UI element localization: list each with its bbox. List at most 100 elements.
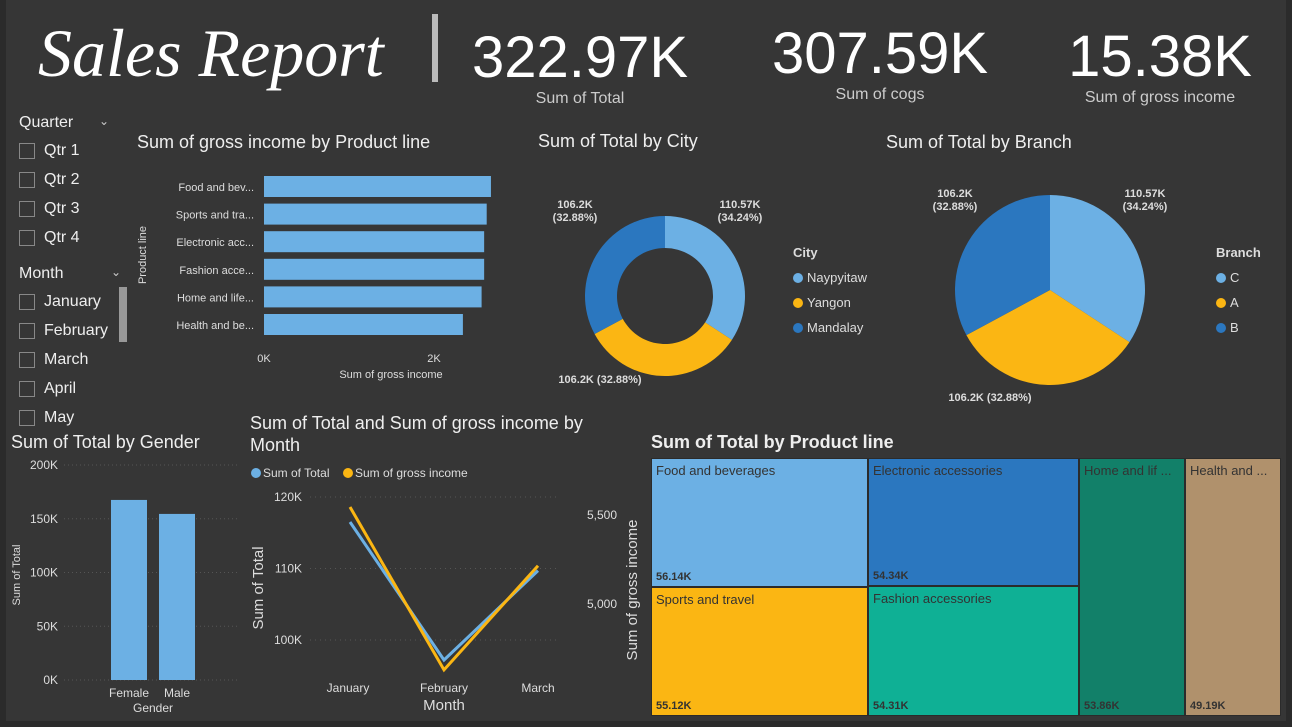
y2-tick-label: 5,000 — [587, 597, 617, 611]
x-tick-label: Male — [164, 686, 190, 700]
data-label: (32.88%) — [553, 212, 598, 224]
data-label: 106.2K — [937, 188, 973, 200]
chevron-down-icon[interactable]: ⌄ — [110, 265, 121, 279]
pie-slice — [665, 216, 745, 340]
tile-label: Health and ... — [1190, 463, 1268, 478]
legend-marker — [793, 273, 803, 283]
tile-label: Home and lif ... — [1084, 463, 1172, 478]
legend-label: C — [1230, 270, 1239, 285]
legend-label: Mandalay — [807, 320, 864, 335]
y-tick-label: 0K — [43, 673, 58, 687]
legend-label: B — [1230, 320, 1239, 335]
quarter-slicer: Quarter ⌄ Qtr 1 Qtr 2 Qtr 3 Qtr 4 — [19, 114, 109, 252]
legend-marker — [343, 468, 353, 478]
y-axis-label: Sum of Total — [250, 546, 267, 629]
treemap-tile[interactable]: Food and beverages 56.14K — [651, 458, 868, 587]
slicer-title: Month — [19, 265, 64, 282]
legend-marker — [1216, 273, 1226, 283]
category-label: Sports and tra... — [176, 210, 254, 222]
legend-label: Sum of gross income — [355, 466, 468, 480]
series-line — [348, 521, 540, 663]
slicer-item-label: Qtr 4 — [44, 228, 80, 246]
checkbox[interactable] — [19, 142, 35, 159]
series-line — [348, 506, 540, 673]
checkbox[interactable] — [19, 293, 35, 310]
slicer-item[interactable]: Qtr 1 — [19, 136, 109, 165]
checkbox[interactable] — [19, 229, 35, 246]
checkbox[interactable] — [19, 200, 35, 217]
bar — [264, 258, 485, 280]
kpi-value: 322.97K — [471, 25, 689, 90]
y-tick-label: 120K — [274, 490, 302, 504]
data-label: (32.88%) — [933, 201, 978, 213]
slicer-item[interactable]: Qtr 4 — [19, 223, 109, 252]
category-label: Fashion acce... — [179, 265, 254, 277]
y2-axis-label: Sum of gross income — [624, 520, 641, 661]
x-axis-label: Sum of gross income — [339, 369, 442, 381]
checkbox[interactable] — [19, 409, 35, 426]
y-axis-label: Sum of Total — [11, 545, 23, 606]
legend-marker — [793, 323, 803, 333]
slicer-scrollbar[interactable] — [119, 287, 127, 342]
kpi-value: 15.38K — [1068, 24, 1252, 89]
chevron-down-icon[interactable]: ⌄ — [98, 114, 109, 128]
bar — [159, 513, 195, 680]
tile-label: Electronic accessories — [873, 463, 1003, 478]
chart-title: Sum of Total by City — [538, 131, 698, 151]
slicer-item[interactable]: March — [19, 345, 121, 374]
checkbox[interactable] — [19, 380, 35, 397]
bar — [111, 499, 147, 680]
y-tick-label: 100K — [30, 566, 58, 580]
bar — [264, 176, 491, 197]
chart-title: Sum of Total and Sum of gross income by … — [250, 413, 583, 455]
chart-title: Sum of Total by Branch — [886, 132, 1072, 152]
treemap-tile[interactable]: Home and lif ... 53.86K — [1079, 458, 1185, 716]
treemap-tile[interactable]: Fashion accessories 54.31K — [868, 586, 1079, 716]
pie-slice — [1050, 195, 1145, 343]
slicer-item-label: March — [44, 350, 89, 368]
treemap-tile[interactable]: Health and ... 49.19K — [1185, 458, 1281, 716]
slicer-item-label: April — [44, 379, 77, 397]
tile-value: 55.12K — [656, 700, 692, 712]
slicer-item-label: February — [44, 321, 109, 339]
kpi-value: 307.59K — [771, 21, 989, 86]
slicer-item[interactable]: January — [19, 287, 121, 316]
y-tick-label: 100K — [274, 633, 302, 647]
kpi-label: Sum of gross income — [1084, 89, 1236, 106]
category-label: Health and be... — [176, 320, 254, 332]
pie-slice — [954, 195, 1050, 336]
data-label: 106.2K (32.88%) — [558, 374, 641, 386]
slicer-item-label: Qtr 3 — [44, 199, 80, 217]
kpi-card-cogs: 307.59K Sum of cogs — [760, 22, 1000, 104]
slicer-item[interactable]: February — [19, 316, 121, 345]
data-label: 110.57K — [720, 199, 761, 211]
slicer-item[interactable]: April — [19, 374, 121, 403]
legend-title: Branch — [1216, 245, 1261, 260]
x-tick-label: February — [420, 681, 468, 695]
x-tick-label: January — [327, 681, 370, 695]
kpi-label: Sum of cogs — [835, 86, 925, 103]
x-tick-label: 2K — [427, 353, 441, 365]
legend-marker — [793, 298, 803, 308]
legend-marker — [251, 468, 261, 478]
category-label: Electronic acc... — [176, 237, 254, 249]
checkbox[interactable] — [19, 351, 35, 368]
slicer-item[interactable]: Qtr 2 — [19, 165, 109, 194]
treemap-tile[interactable]: Sports and travel 55.12K — [651, 587, 868, 716]
y-tick-label: 200K — [30, 458, 58, 472]
slicer-item[interactable]: Qtr 3 — [19, 194, 109, 223]
slicer-title: Quarter — [19, 114, 74, 131]
x-axis-label: Gender — [133, 701, 173, 715]
pie-slice — [594, 318, 732, 376]
checkbox[interactable] — [19, 171, 35, 188]
slicer-item[interactable]: May — [19, 403, 121, 432]
legend-label: A — [1230, 295, 1239, 310]
checkbox[interactable] — [19, 322, 35, 339]
chart-title: Sum of gross income by Product line — [137, 132, 431, 152]
pie-slice — [966, 290, 1130, 386]
y-tick-label: 110K — [275, 562, 302, 576]
bar — [264, 314, 463, 335]
treemap-tile[interactable]: Electronic accessories 54.34K — [868, 458, 1079, 586]
legend-marker — [1216, 323, 1226, 333]
